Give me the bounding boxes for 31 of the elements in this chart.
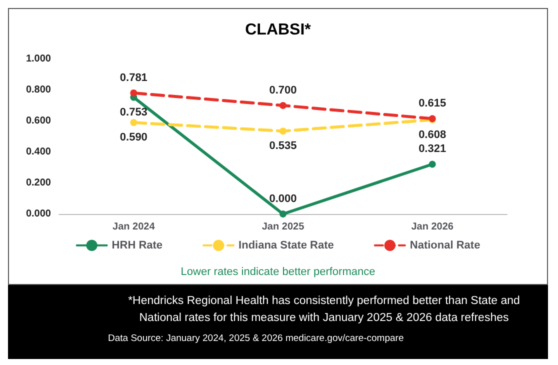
x-tick-label: Jan 2024 xyxy=(112,222,156,232)
data-label: 0.321 xyxy=(418,143,446,156)
point xyxy=(428,160,436,168)
source-note: Data Source: January 2024, 2025 & 2026 medicare.gov/care-compare xyxy=(108,333,405,344)
point xyxy=(130,119,138,126)
x-tick-label: Jan 2025 xyxy=(262,222,305,232)
point xyxy=(130,89,138,96)
data-label: 0.535 xyxy=(269,140,297,152)
chart-title: CLABSI* xyxy=(245,22,312,38)
x-tick-label: Jan 2026 xyxy=(411,222,454,232)
y-tick-label: 0.400 xyxy=(26,146,52,158)
legend-label: National Rate xyxy=(410,239,480,252)
point xyxy=(280,128,286,135)
legend-label: HRH Rate xyxy=(112,239,163,252)
data-label: 0.781 xyxy=(120,72,148,84)
point xyxy=(280,102,286,109)
y-tick-label: 0.800 xyxy=(26,84,52,96)
y-tick-label: 0.000 xyxy=(26,208,52,220)
text: Lower rates indicate better performance xyxy=(180,266,376,278)
y-tick-label: 1.000 xyxy=(26,54,52,64)
data-label: 0.700 xyxy=(269,84,297,96)
text: *Hendricks Regional Health has consistently performed better than State and National rates for this measure with January 2025 & 2026 data refreshes xyxy=(127,294,521,326)
data-label: 0.608 xyxy=(418,128,446,141)
data-label: 0.615 xyxy=(418,98,446,110)
data-label: 0.753 xyxy=(120,106,148,118)
y-tick-label: 0.600 xyxy=(26,116,52,126)
y-tick-label: 0.200 xyxy=(26,178,52,188)
legend-label: Indiana State Rate xyxy=(238,239,334,252)
point xyxy=(280,210,286,218)
data-label: 0.000 xyxy=(269,193,297,205)
data-label: 0.590 xyxy=(120,132,148,144)
